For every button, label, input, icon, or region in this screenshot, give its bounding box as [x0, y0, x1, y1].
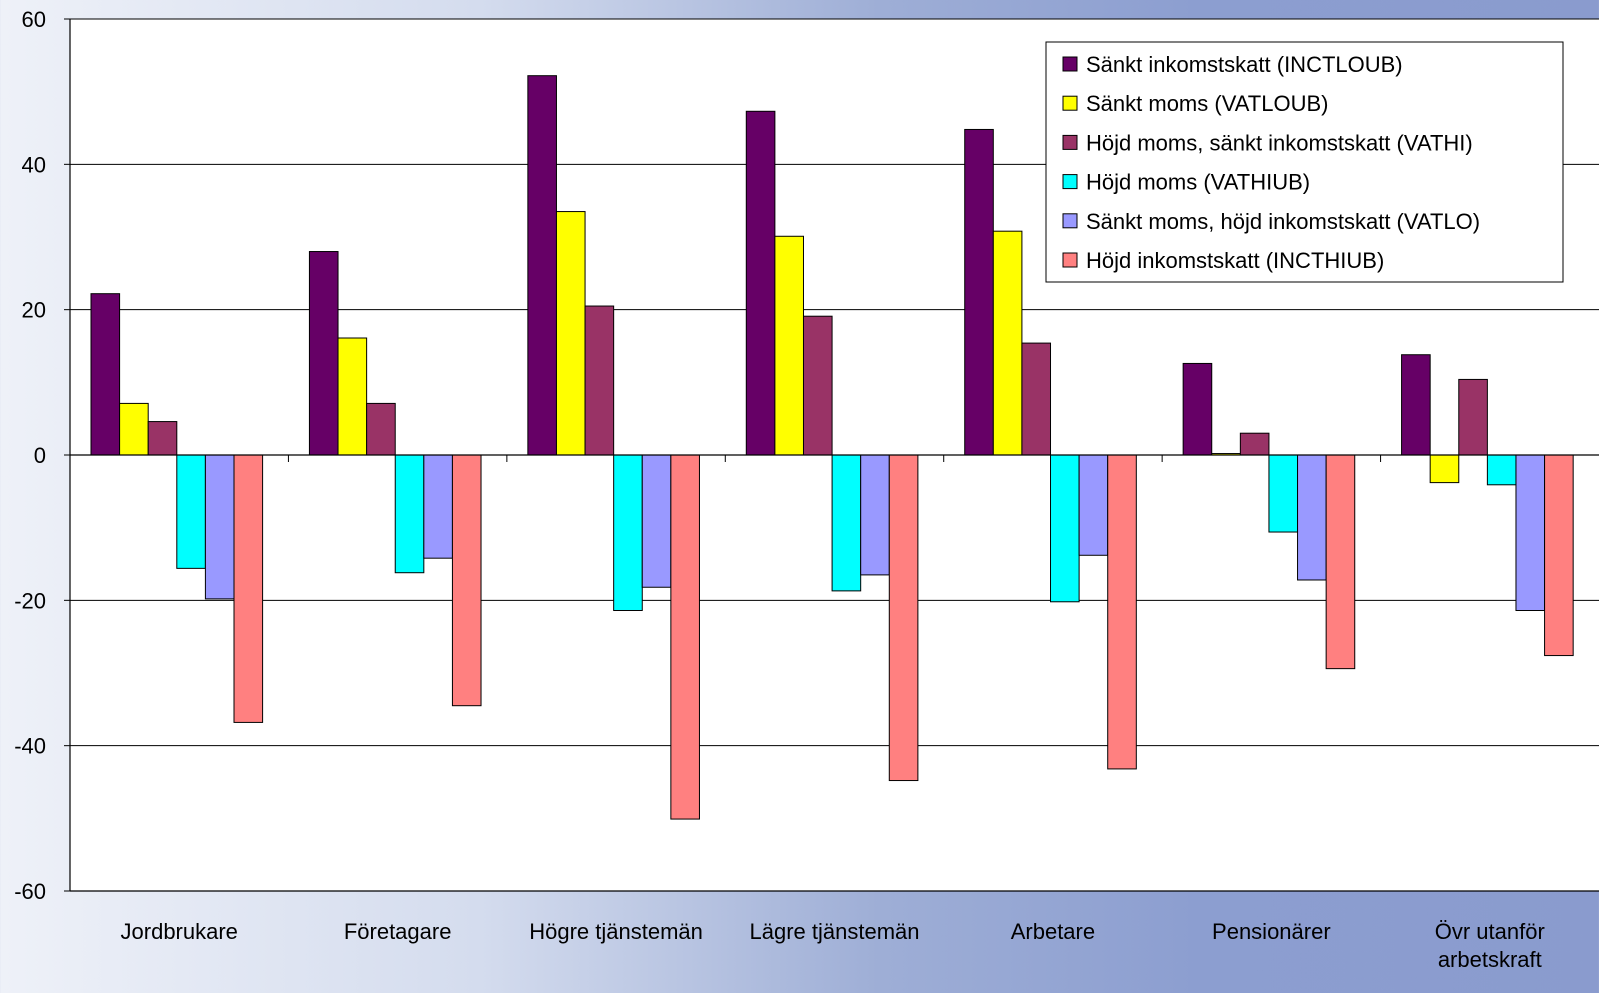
legend-label: Höjd inkomstskatt (INCTHIUB): [1086, 248, 1384, 273]
legend-swatch: [1062, 95, 1078, 111]
bar: [1544, 454, 1574, 657]
bar: [774, 235, 804, 456]
y-tick-label: -40: [14, 734, 46, 759]
category-label: Företagare: [344, 919, 452, 944]
bar: [90, 293, 121, 456]
bar: [147, 421, 178, 456]
bar: [1458, 378, 1488, 456]
bar: [1268, 454, 1299, 533]
y-tick-label: -20: [14, 588, 46, 613]
bar: [745, 110, 776, 456]
bar: [802, 315, 833, 456]
legend-label: Sänkt inkomstskatt (INCTLOUB): [1086, 52, 1403, 77]
legend: [1045, 41, 1564, 283]
category-label: arbetskraft: [1438, 947, 1542, 972]
bar: [1021, 342, 1052, 456]
bar: [308, 251, 339, 456]
legend-swatch: [1062, 252, 1078, 268]
bar: [1239, 432, 1270, 456]
legend-swatch: [1062, 174, 1078, 190]
legend-label: Sänkt moms (VATLOUB): [1086, 91, 1328, 116]
y-tick-label: -60: [14, 879, 46, 904]
bar: [1182, 362, 1213, 456]
bar: [119, 402, 149, 456]
category-label: Jordbrukare: [121, 919, 238, 944]
legend-swatch: [1062, 213, 1078, 229]
bar: [888, 454, 919, 782]
bar: [964, 128, 994, 456]
category-label: Arbetare: [1011, 919, 1095, 944]
bar: [1429, 454, 1460, 484]
category-label: Högre tjänstemän: [529, 919, 703, 944]
bar: [527, 75, 557, 456]
bar: [1401, 354, 1431, 456]
legend-swatch: [1062, 134, 1078, 150]
bar: [555, 211, 586, 456]
category-label: Pensionärer: [1212, 919, 1331, 944]
bar: [1486, 454, 1517, 486]
bar: [204, 454, 235, 600]
bar: [337, 337, 368, 456]
y-tick-label: 0: [34, 443, 46, 468]
bar: [394, 454, 425, 574]
legend-label: Höjd moms (VATHIUB): [1086, 170, 1310, 195]
bar: [1078, 454, 1109, 556]
category-label: Lägre tjänstemän: [750, 919, 920, 944]
bar: [831, 454, 862, 592]
bar: [584, 305, 615, 456]
bar: [1325, 454, 1356, 670]
legend-swatch: [1062, 56, 1078, 72]
y-tick-label: 20: [22, 298, 46, 323]
y-tick-label: 40: [22, 152, 46, 177]
bar: [1297, 454, 1327, 581]
legend-label: Höjd moms, sänkt inkomstskatt (VATHI): [1086, 130, 1473, 155]
bar: [1050, 454, 1080, 603]
bar: [641, 454, 672, 588]
bar: [860, 454, 890, 576]
category-label: Övr utanför: [1435, 919, 1545, 944]
legend-label: Sänkt moms, höjd inkomstskatt (VATLO): [1086, 209, 1480, 234]
bar: [423, 454, 453, 559]
bar: [1515, 454, 1546, 612]
y-tick-label: 60: [22, 7, 46, 32]
bar: [613, 454, 643, 612]
bar: [992, 230, 1023, 456]
bar: [176, 454, 206, 569]
bar: [366, 402, 396, 456]
bar: [1107, 454, 1137, 770]
bar: [670, 454, 700, 820]
bar: [233, 454, 264, 723]
bar: [451, 454, 482, 707]
